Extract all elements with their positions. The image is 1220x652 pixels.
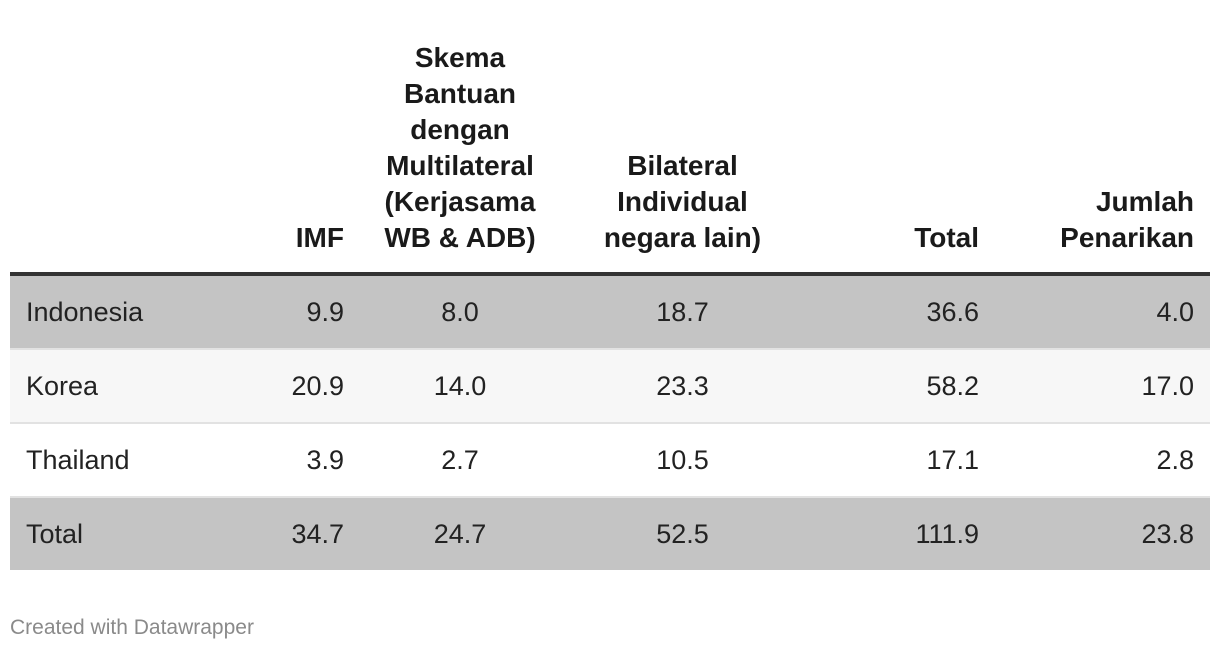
datawrapper-credit: Created with Datawrapper bbox=[10, 616, 254, 639]
row-label-cell: Thailand bbox=[10, 422, 210, 497]
value-cell: 52.5 bbox=[560, 496, 805, 570]
value-cell: 58.2 bbox=[805, 348, 995, 423]
value-cell: 34.7 bbox=[210, 496, 360, 570]
value-cell: 17.0 bbox=[995, 348, 1210, 423]
header-cell-bilateral: Bilateral Individual negara lain) bbox=[560, 40, 805, 276]
value-cell: 4.0 bbox=[995, 274, 1210, 349]
value-cell: 20.9 bbox=[210, 348, 360, 423]
value-cell: 9.9 bbox=[210, 274, 360, 349]
row-label-cell: Total bbox=[10, 496, 210, 570]
table-row: Total 34.7 24.7 52.5 111.9 23.8 bbox=[10, 496, 1210, 570]
header-cell-country bbox=[10, 40, 210, 276]
value-cell: 8.0 bbox=[360, 274, 560, 349]
value-cell: 14.0 bbox=[360, 348, 560, 423]
row-label-cell: Indonesia bbox=[10, 274, 210, 349]
value-cell: 17.1 bbox=[805, 422, 995, 497]
value-cell: 2.7 bbox=[360, 422, 560, 497]
value-cell: 18.7 bbox=[560, 274, 805, 349]
header-cell-jumlah-penarikan: Jumlah Penarikan bbox=[995, 40, 1210, 276]
row-label-cell: Korea bbox=[10, 348, 210, 423]
value-cell: 23.8 bbox=[995, 496, 1210, 570]
value-cell: 23.3 bbox=[560, 348, 805, 423]
table-body: Indonesia 9.9 8.0 18.7 36.6 4.0 Korea 20.9 14.0 2… bbox=[10, 274, 1210, 570]
value-cell: 36.6 bbox=[805, 274, 995, 349]
value-cell: 24.7 bbox=[360, 496, 560, 570]
header-row: IMF Skema Bantuan dengan Multilateral (K… bbox=[10, 40, 1210, 276]
data-table: IMF Skema Bantuan dengan Multilateral (K… bbox=[10, 40, 1210, 570]
value-cell: 2.8 bbox=[995, 422, 1210, 497]
table-row: Thailand 3.9 2.7 10.5 17.1 2.8 bbox=[10, 422, 1210, 497]
value-cell: 3.9 bbox=[210, 422, 360, 497]
data-table-container: IMF Skema Bantuan dengan Multilateral (K… bbox=[10, 40, 1210, 570]
value-cell: 10.5 bbox=[560, 422, 805, 497]
table-row: Korea 20.9 14.0 23.3 58.2 17.0 bbox=[10, 348, 1210, 423]
table-row: Indonesia 9.9 8.0 18.7 36.6 4.0 bbox=[10, 274, 1210, 349]
header-cell-total: Total bbox=[805, 40, 995, 276]
header-cell-imf: IMF bbox=[210, 40, 360, 276]
value-cell: 111.9 bbox=[805, 496, 995, 570]
header-cell-multilateral: Skema Bantuan dengan Multilateral (Kerja… bbox=[360, 40, 560, 276]
